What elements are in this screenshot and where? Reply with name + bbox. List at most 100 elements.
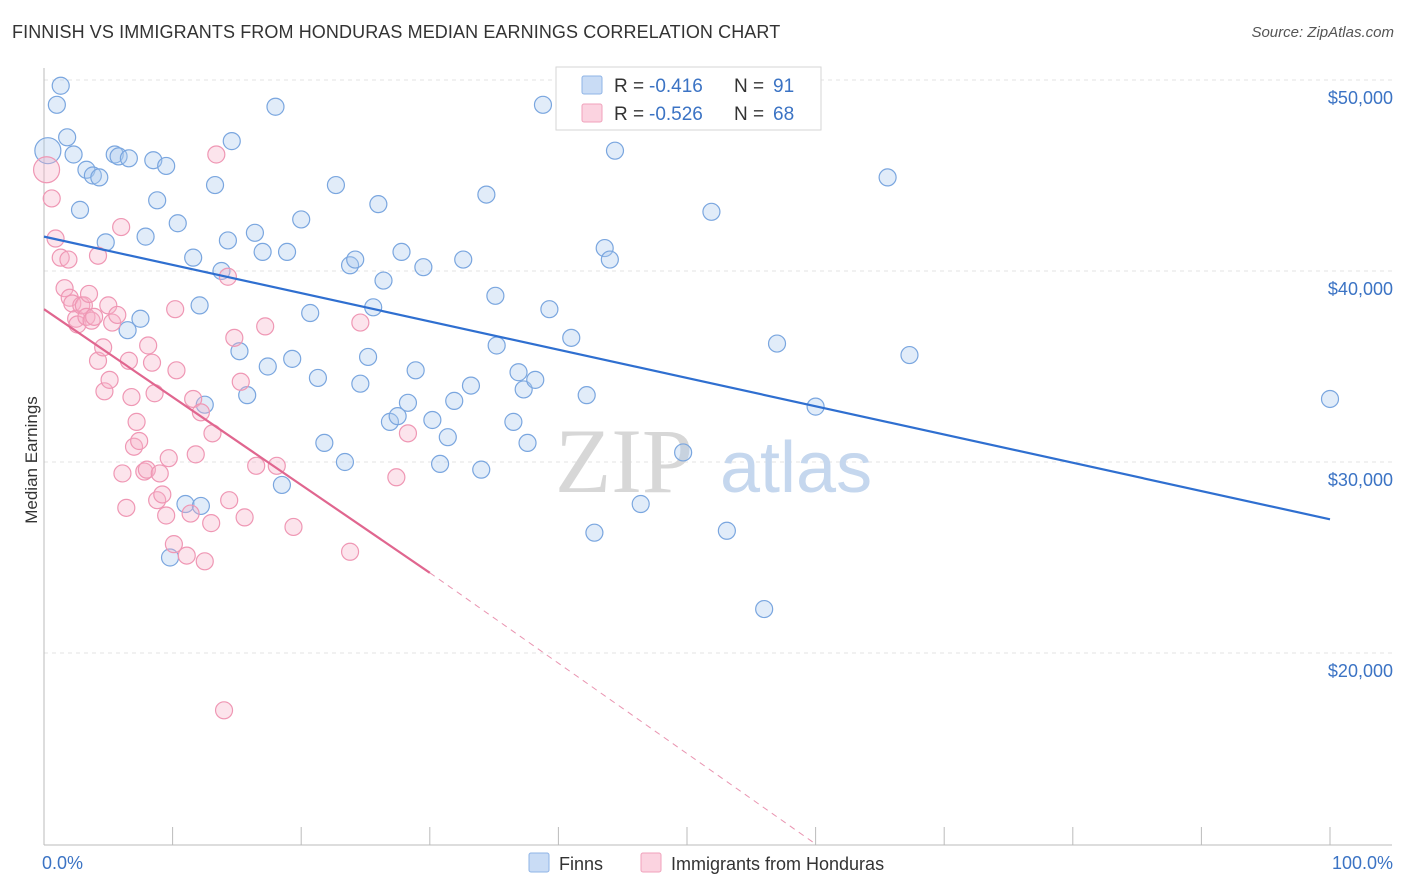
y-tick-label-2: $40,000 [1328, 279, 1393, 299]
honduras-point-57 [247, 456, 266, 475]
honduras-point-50 [202, 514, 221, 533]
finns-point-77 [605, 141, 625, 160]
finns-point-27 [230, 342, 249, 361]
finns-point-29 [245, 223, 265, 242]
axes [43, 68, 1392, 846]
finns-point-18 [157, 156, 176, 176]
y-tick-label-3: $50,000 [1328, 88, 1393, 108]
finns-point-40 [326, 175, 346, 195]
honduras-point-62 [351, 313, 370, 332]
finns-point-1 [47, 95, 66, 114]
honduras-point-44 [177, 546, 196, 565]
chart-title: FINNISH VS IMMIGRANTS FROM HONDURAS MEDI… [12, 22, 781, 42]
y-tick-label-1: $30,000 [1328, 470, 1393, 490]
finns-point-50 [388, 407, 407, 426]
honduras-point-1 [42, 189, 61, 208]
honduras-point-48 [191, 403, 210, 422]
finns-point-7 [83, 166, 102, 185]
finns-point-4 [64, 145, 83, 164]
honduras-trend-line-extension [429, 572, 816, 845]
legend-n-label-1: N = [734, 76, 764, 97]
legend-swatch-finns [581, 75, 603, 95]
bottom-legend-swatch-finns [528, 852, 550, 873]
honduras-point-39 [153, 485, 172, 504]
finns-point-52 [398, 393, 418, 412]
finns-point-65 [504, 412, 523, 431]
honduras-point-49 [195, 552, 214, 571]
finns-point-33 [272, 475, 292, 495]
finns-point-79 [674, 443, 693, 462]
finns-point-19 [168, 214, 187, 233]
honduras-point-17 [88, 351, 108, 370]
y-tick-labels: $20,000 $30,000 $40,000 $50,000 [1328, 88, 1393, 681]
finns-point-80 [702, 202, 721, 221]
honduras-point-65 [214, 701, 234, 720]
finns-point-30 [253, 242, 272, 261]
honduras-point-24 [112, 217, 131, 237]
finns-point-75 [595, 238, 614, 258]
finns-point-36 [292, 210, 311, 229]
finns-point-82 [755, 599, 774, 619]
finns-point-88 [176, 494, 195, 514]
finns-point-72 [562, 328, 581, 347]
honduras-point-42 [164, 535, 183, 554]
finns-point-53 [406, 361, 425, 380]
honduras-point-31 [130, 431, 149, 451]
finns-point-57 [438, 428, 457, 447]
finns-point-37 [301, 303, 320, 323]
finns-point-63 [486, 286, 505, 305]
honduras-point-60 [284, 517, 303, 537]
series-0 [34, 76, 1340, 619]
finns-point-51 [392, 242, 411, 261]
honduras-point-55 [231, 372, 250, 391]
bottom-legend-swatch-honduras [640, 852, 662, 873]
source-label: Source: ZipAtlas.com [1251, 24, 1394, 41]
honduras-point-36 [145, 384, 164, 403]
honduras-point-29 [124, 437, 144, 456]
finns-point-48 [374, 271, 393, 290]
finns-point-81 [717, 521, 736, 540]
finns-point-17 [148, 191, 167, 210]
watermark-atlas: atlas [720, 428, 872, 508]
finns-point-44 [351, 374, 370, 393]
watermark-zip: ZIP [555, 410, 693, 512]
finns-point-20 [184, 248, 203, 267]
honduras-point-46 [184, 389, 203, 409]
honduras-point-63 [387, 468, 406, 487]
honduras-point-35 [142, 353, 162, 372]
honduras-point-54 [225, 328, 244, 347]
finns-point-3 [58, 128, 77, 147]
legend-r-value-1: -0.416 [649, 76, 703, 97]
finns-point-76 [600, 250, 619, 269]
honduras-point-0 [32, 156, 61, 184]
x-tick-label-1: 100.0% [1332, 853, 1393, 873]
finns-point-21 [190, 296, 209, 315]
honduras-point-15 [85, 307, 104, 326]
finns-point-8 [90, 168, 109, 187]
legend-n-value-2: 68 [773, 104, 794, 125]
finns-point-35 [283, 349, 302, 368]
finns-point-42 [340, 256, 360, 275]
finns-point-25 [218, 231, 237, 250]
finns-point-73 [577, 386, 596, 405]
finns-point-45 [358, 347, 378, 367]
finns-point-83 [767, 334, 787, 353]
honduras-point-23 [108, 305, 127, 325]
legend-n-label-2: N = [734, 104, 764, 125]
finns-point-66 [509, 363, 528, 382]
honduras-point-53 [220, 491, 239, 510]
finns-point-39 [315, 433, 334, 452]
honduras-point-61 [340, 542, 360, 561]
legend-r-label-2: R = [614, 104, 644, 125]
finns-point-41 [335, 452, 355, 472]
honduras-point-45 [181, 504, 200, 523]
honduras-point-41 [159, 449, 178, 468]
finns-point-60 [461, 376, 481, 395]
honduras-point-37 [148, 491, 167, 510]
y-tick-label-0: $20,000 [1328, 661, 1393, 681]
finns-point-47 [369, 195, 388, 214]
finns-point-64 [487, 336, 506, 355]
data-points [32, 76, 1340, 720]
finns-point-86 [900, 345, 919, 365]
